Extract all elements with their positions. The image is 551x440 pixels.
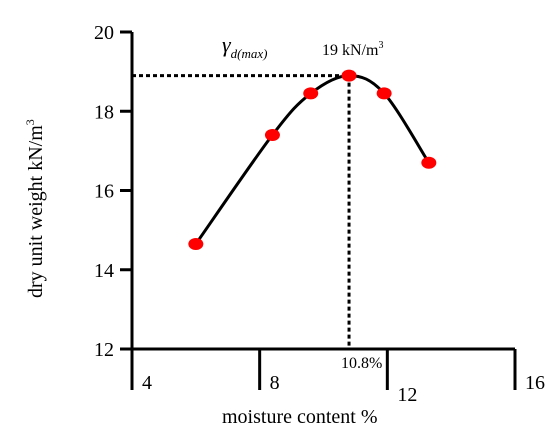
data-point bbox=[188, 237, 204, 250]
peak-label-sup: 3 bbox=[378, 40, 383, 51]
y-axis: 12 14 16 18 20 bbox=[94, 22, 134, 390]
x-ticks: 4 8 12 16 bbox=[130, 349, 545, 406]
x-tick-label: 8 bbox=[270, 372, 280, 394]
optimum-moisture-label: 10.8% bbox=[341, 355, 382, 372]
gamma-symbol: γ bbox=[222, 32, 232, 57]
x-tick-label: 16 bbox=[525, 372, 545, 394]
gamma-max-label: γd(max) bbox=[222, 32, 268, 61]
peak-label: 19 kN/m3 bbox=[322, 40, 383, 59]
x-axis-title: moisture content % bbox=[222, 406, 378, 428]
y-tick-label: 18 bbox=[94, 101, 114, 123]
data-point bbox=[264, 129, 280, 142]
y-tick-label: 12 bbox=[94, 339, 114, 361]
y-tick-label: 16 bbox=[94, 181, 114, 203]
y-tick-label: 20 bbox=[94, 22, 114, 44]
data-points bbox=[188, 69, 437, 250]
guide-lines bbox=[132, 74, 351, 349]
y-axis-title-sup: 3 bbox=[23, 119, 37, 125]
x-tick-label: 12 bbox=[397, 384, 417, 406]
x-axis: 4 8 12 16 bbox=[130, 347, 545, 406]
gamma-subscript: d(max) bbox=[231, 46, 268, 61]
peak-label-text: 19 kN/m bbox=[322, 42, 379, 59]
x-tick-label: 4 bbox=[142, 372, 152, 394]
y-axis-title: dry unit weight kN/m3 bbox=[23, 119, 47, 298]
y-axis-title-text: dry unit weight kN/m bbox=[25, 125, 47, 298]
data-point bbox=[303, 87, 319, 100]
compaction-curve bbox=[194, 74, 431, 245]
y-ticks: 12 14 16 18 20 bbox=[94, 22, 132, 361]
data-point bbox=[421, 156, 437, 169]
y-tick-label: 14 bbox=[94, 260, 114, 282]
data-point bbox=[341, 69, 357, 82]
data-point bbox=[376, 87, 392, 100]
